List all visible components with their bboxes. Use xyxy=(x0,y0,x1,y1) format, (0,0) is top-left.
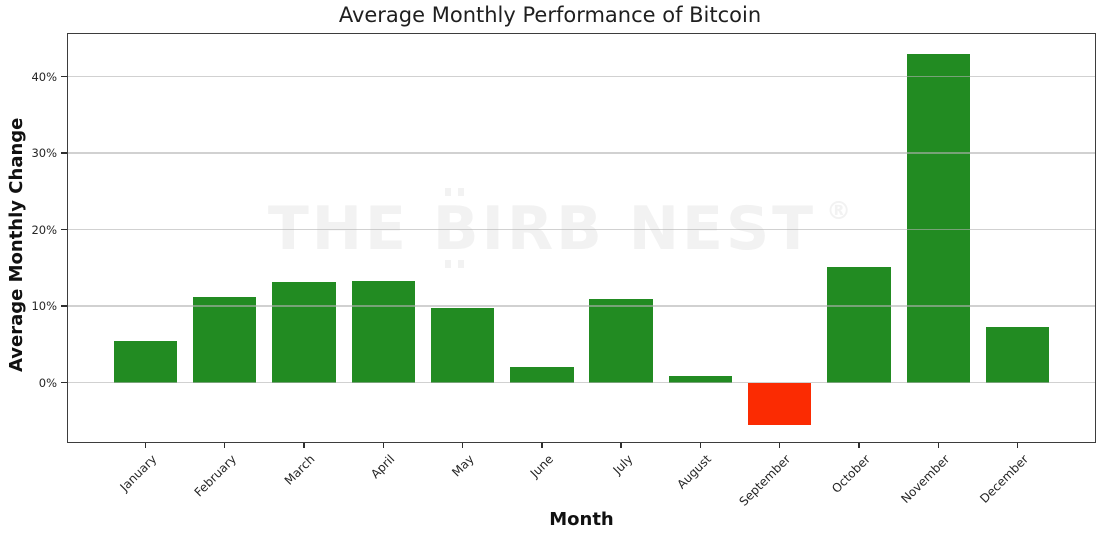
x-tick-mark-may xyxy=(461,443,464,448)
x-tick-label-june: June xyxy=(527,452,556,481)
x-tick-label-december: December xyxy=(977,452,1032,506)
x-tick-label-february: February xyxy=(191,452,239,500)
x-tick-mark-february xyxy=(224,443,226,448)
y-tick-mark-20pct xyxy=(61,228,67,231)
x-tick-label-august: August xyxy=(674,452,715,492)
bar-july xyxy=(589,299,653,383)
x-tick-mark-march xyxy=(303,443,305,448)
bar-june xyxy=(510,366,574,383)
y-tick-label-40pct: 40% xyxy=(31,69,57,84)
y-tick-mark-30pct xyxy=(61,152,67,154)
x-tick-mark-july xyxy=(620,443,622,448)
x-tick-label-march: March xyxy=(282,452,318,488)
x-tick-label-july: July xyxy=(609,452,636,478)
x-tick-label-january: January xyxy=(117,452,160,495)
x-tick-label-may: May xyxy=(449,452,477,480)
x-tick-mark-april xyxy=(382,443,384,448)
x-tick-mark-january xyxy=(144,443,147,448)
bar-october xyxy=(827,267,891,383)
y-tick-label-20pct: 20% xyxy=(31,222,57,237)
y-tick-mark-10pct xyxy=(61,305,67,307)
x-axis-label: Month xyxy=(549,509,614,530)
chart-title: Average Monthly Performance of Bitcoin xyxy=(338,3,762,27)
x-tick-label-september: September xyxy=(736,452,794,509)
x-tick-mark-december xyxy=(1016,443,1019,448)
x-tick-label-october: October xyxy=(829,452,873,496)
y-tick-label-10pct: 10% xyxy=(31,299,57,314)
bar-september xyxy=(747,382,812,425)
x-tick-label-november: November xyxy=(898,452,953,507)
bar-january xyxy=(113,340,178,383)
bar-august xyxy=(668,375,733,383)
x-tick-mark-september xyxy=(778,443,781,448)
registered-trademark-icon: ® xyxy=(826,196,852,225)
x-tick-mark-october xyxy=(858,443,860,448)
gridline-30pct xyxy=(67,152,1096,154)
gridline-40pct xyxy=(67,76,1096,78)
gridline-0pct xyxy=(67,381,1096,384)
bar-may xyxy=(430,308,495,383)
x-tick-label-april: April xyxy=(367,452,398,482)
y-tick-label-0pct: 0% xyxy=(38,375,57,390)
bar-december xyxy=(985,326,1050,383)
gridline-20pct xyxy=(67,228,1096,231)
y-tick-mark-0pct xyxy=(61,381,67,384)
y-tick-label-30pct: 30% xyxy=(31,146,57,161)
gridline-10pct xyxy=(67,305,1096,307)
x-tick-mark-august xyxy=(699,443,702,448)
bar-april xyxy=(351,280,415,383)
x-tick-mark-june xyxy=(541,443,543,448)
bar-november xyxy=(906,53,970,383)
bar-february xyxy=(193,296,257,383)
y-tick-mark-40pct xyxy=(61,75,67,78)
x-tick-mark-november xyxy=(937,443,939,448)
bar-march xyxy=(272,282,336,383)
